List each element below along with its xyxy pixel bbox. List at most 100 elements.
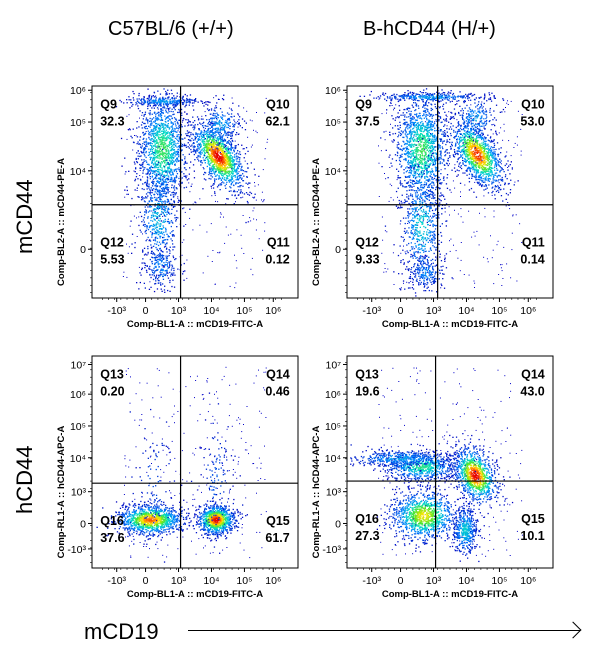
quadrant-name: Q13 [355, 368, 379, 382]
y-axis-title: Comp-BL2-A :: mCD44-PE-A [311, 158, 322, 286]
quadrant-name: Q15 [266, 514, 290, 528]
row-title-hcd44: hCD44 [12, 445, 37, 514]
quadrant-percent: 61.7 [265, 531, 289, 545]
quadrant-percent: 0.46 [265, 385, 289, 399]
quadrant-name: Q9 [355, 98, 372, 112]
y-tick-label: 10⁵ [325, 421, 341, 433]
y-tick-label: 10⁶ [70, 85, 86, 97]
flow-plot-bottom-left: Q13 0.20 Q14 0.46 Q16 37.6 Q15 61.7 -10³ 0 10³ 10⁴ 1… [56, 355, 299, 600]
row-title-mcd44: mCD44 [12, 179, 37, 254]
x-tick-label: 10⁶ [520, 305, 536, 317]
quadrant-percent: 43.0 [520, 385, 544, 399]
y-tick-label: 0 [335, 518, 341, 530]
quadrant-percent: 0.14 [520, 253, 544, 267]
y-tick-label: 10⁷ [71, 359, 87, 371]
x-tick-label: 0 [143, 575, 149, 587]
y-axis-title: Comp-RL1-A :: hCD44-APC-A [56, 426, 67, 559]
quadrant-percent: 0.20 [100, 385, 124, 399]
quadrant-percent: 53.0 [520, 115, 544, 129]
x-tick-label: 0 [398, 305, 404, 317]
y-tick-label: 10⁴ [70, 453, 86, 465]
x-tick-label: 10⁴ [458, 575, 474, 587]
y-tick-label: 10⁴ [325, 166, 341, 178]
arrow-icon [188, 630, 580, 631]
event-dots [350, 367, 523, 563]
quadrant-percent: 37.6 [100, 531, 124, 545]
y-tick-label: 10⁷ [326, 359, 342, 371]
quadrant-name: Q14 [521, 368, 545, 382]
quadrant-name: Q13 [100, 368, 124, 382]
x-axis-title: Comp-BL1-A :: mCD19-FITC-A [382, 319, 518, 330]
x-tick-label: 10⁶ [265, 575, 281, 587]
quadrant-percent: 19.6 [355, 385, 379, 399]
y-tick-label: 0 [335, 244, 341, 256]
quadrant-percent: 5.53 [100, 253, 124, 267]
x-axis-title: Comp-BL1-A :: mCD19-FITC-A [127, 589, 263, 600]
quadrant-percent: 0.12 [265, 253, 289, 267]
y-tick-label: 10⁴ [70, 166, 86, 178]
quadrant-percent: 37.5 [355, 115, 379, 129]
x-tick-label: 10³ [171, 575, 187, 587]
y-tick-label: 10⁵ [70, 117, 86, 129]
bottom-axis-label: mCD19 [84, 619, 159, 644]
quadrant-percent: 32.3 [100, 115, 124, 129]
x-tick-label: 10³ [426, 575, 442, 587]
quadrant-name: Q16 [100, 514, 124, 528]
event-dots [96, 366, 267, 563]
x-tick-label: 10⁵ [236, 575, 252, 587]
x-tick-label: -10³ [362, 305, 381, 317]
y-tick-label: -10³ [322, 544, 341, 556]
x-tick-label: 10³ [426, 305, 442, 317]
y-tick-label: 10³ [71, 487, 87, 499]
x-tick-label: -10³ [107, 305, 126, 317]
x-tick-label: -10³ [362, 575, 381, 587]
quadrant-name: Q12 [100, 236, 124, 250]
quadrant-name: Q10 [266, 98, 290, 112]
x-tick-label: 10⁶ [520, 575, 536, 587]
x-axis-title: Comp-BL1-A :: mCD19-FITC-A [127, 319, 263, 330]
y-tick-label: 10⁵ [70, 421, 86, 433]
y-tick-label: 10⁶ [70, 389, 86, 401]
flow-plot-top-right: Q9 37.5 Q10 53.0 Q12 9.33 Q11 0.14 -10³ 0 10³ 10⁴ 10… [311, 85, 554, 330]
x-tick-label: 0 [398, 575, 404, 587]
y-axis-title: Comp-BL2-A :: mCD44-PE-A [56, 158, 67, 286]
x-tick-label: -10³ [107, 575, 126, 587]
x-tick-label: 10⁶ [265, 305, 281, 317]
quadrant-name: Q10 [521, 98, 545, 112]
y-tick-label: 10⁵ [325, 117, 341, 129]
quadrant-name: Q12 [355, 236, 379, 250]
quadrant-name: Q11 [522, 236, 545, 250]
x-tick-label: 10⁴ [458, 305, 474, 317]
quadrant-percent: 62.1 [265, 115, 289, 129]
y-tick-label: 0 [80, 518, 86, 530]
column-title-wildtype: C57BL/6 (+/+) [108, 18, 234, 40]
x-axis-title: Comp-BL1-A :: mCD19-FITC-A [382, 589, 518, 600]
x-tick-label: 10⁵ [491, 305, 507, 317]
quadrant-name: Q16 [355, 512, 379, 526]
x-tick-label: 10⁴ [203, 305, 219, 317]
quadrant-percent: 27.3 [355, 529, 379, 543]
quadrant-name: Q14 [266, 368, 290, 382]
y-tick-label: 10⁴ [325, 453, 341, 465]
column-title-humanized: B-hCD44 (H/+) [363, 18, 496, 40]
x-tick-label: 10³ [171, 305, 187, 317]
quadrant-name: Q11 [267, 236, 290, 250]
quadrant-name: Q9 [100, 98, 117, 112]
flow-plot-bottom-right: Q13 19.6 Q14 43.0 Q16 27.3 Q15 10.1 -10³ 0 10³ 10⁴ 1… [311, 355, 554, 600]
y-tick-label: -10³ [67, 544, 86, 556]
y-axis-title: Comp-RL1-A :: hCD44-APC-A [311, 426, 322, 559]
event-dots [359, 88, 523, 297]
event-dots [115, 88, 269, 293]
x-tick-label: 10⁵ [236, 305, 252, 317]
y-tick-label: 10⁶ [325, 85, 341, 97]
quadrant-percent: 10.1 [520, 529, 544, 543]
flow-plot-top-left: Q9 32.3 Q10 62.1 Q12 5.53 Q11 0.12 -10³ 0 10³ 10⁴ 10… [56, 85, 299, 330]
quadrant-name: Q15 [521, 512, 545, 526]
y-tick-label: 10³ [326, 487, 342, 499]
x-tick-label: 10⁵ [491, 575, 507, 587]
quadrant-percent: 9.33 [355, 253, 379, 267]
y-tick-label: 0 [80, 244, 86, 256]
y-tick-label: 10⁶ [325, 389, 341, 401]
x-tick-label: 10⁴ [203, 575, 219, 587]
x-tick-label: 0 [143, 305, 149, 317]
